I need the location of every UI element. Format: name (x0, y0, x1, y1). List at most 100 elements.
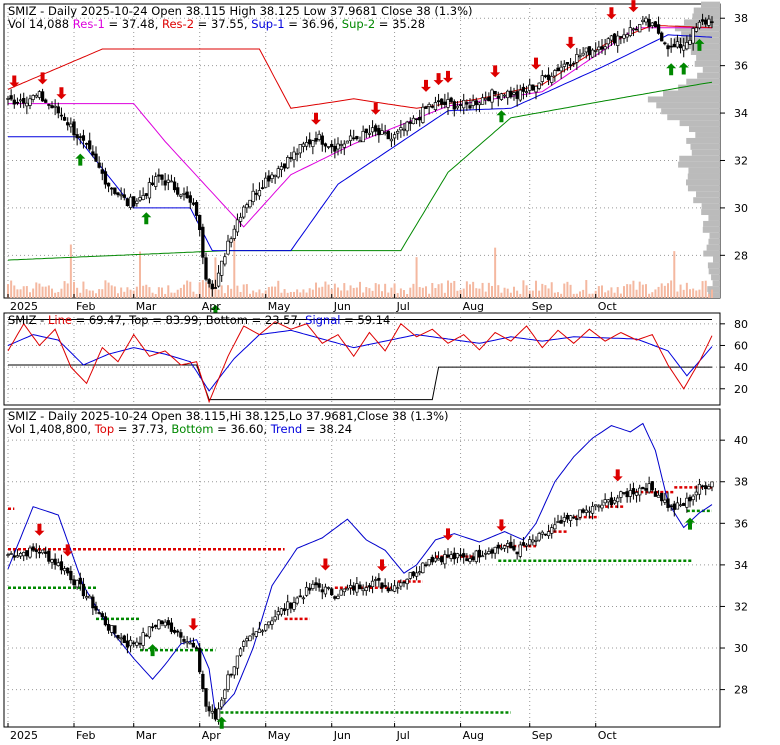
volume-bar (245, 284, 248, 298)
candle-body (81, 583, 86, 597)
sell-arrow (443, 70, 453, 83)
candle-body (477, 102, 482, 106)
candle-body (172, 181, 177, 191)
volume-bar (418, 287, 421, 298)
osc-signal-label: Signal (305, 313, 340, 327)
volume-bar (19, 289, 22, 298)
volume-profile-bar (693, 7, 720, 14)
volume-bar (415, 257, 418, 298)
volume-profile-bar (674, 37, 720, 44)
candle-body (408, 572, 412, 579)
price-grid (4, 4, 720, 298)
y-tick-label: 28 (734, 684, 748, 697)
candle-body (47, 104, 51, 106)
header-period: Daily (48, 4, 77, 18)
volume-bar (73, 281, 75, 298)
candle-body (125, 198, 130, 207)
volume-profile-bar (679, 155, 720, 162)
volume-bar (566, 281, 569, 298)
volume-bar (538, 290, 541, 298)
candle-body (458, 554, 463, 557)
candle-body (248, 635, 252, 642)
candle-body (528, 84, 532, 91)
buy-arrow (147, 644, 158, 657)
candle-body (399, 582, 403, 587)
volume-bar (660, 283, 663, 298)
candle-body (53, 558, 57, 565)
candle-body (449, 554, 453, 560)
candle-body (166, 179, 170, 183)
candle-body (138, 642, 142, 645)
volume-bar (645, 284, 647, 298)
y-tick-label: 28 (734, 249, 748, 262)
candle-body (660, 492, 664, 502)
candle-body (625, 34, 629, 38)
volume-bar (374, 283, 377, 298)
volume-bar (117, 293, 119, 298)
volume-profile-bar (697, 72, 720, 79)
candle-body (330, 588, 334, 596)
volume-bar (154, 293, 157, 298)
y-tick-label: 38 (734, 476, 748, 489)
volume-bar (409, 287, 412, 298)
candle-body (248, 199, 252, 208)
volume-bar (120, 287, 123, 298)
volume-profile-bar (678, 84, 720, 91)
trend-symbol: SMIZ (8, 409, 37, 423)
osc-eq: = (340, 313, 357, 327)
candle-body (675, 502, 680, 510)
candle-body (374, 125, 378, 132)
candle-body (691, 495, 695, 501)
sell-arrow (320, 558, 331, 571)
candle-body (257, 190, 262, 197)
y-tick-label: 40 (734, 361, 748, 374)
candle-body (389, 138, 394, 142)
candle-body (455, 105, 460, 109)
candle-body (122, 635, 126, 644)
volume-bar (478, 288, 481, 298)
candle-body (421, 562, 425, 574)
candle-body (254, 192, 258, 195)
volume-profile-bar (690, 143, 720, 150)
volume-profile-bar (688, 126, 720, 133)
x-tick-label: 2025 (10, 300, 38, 313)
oscillator-panel-header: SMIZ - Line = 69.47, Top = 83.99, Bottom… (8, 313, 390, 327)
volume-bar (412, 283, 415, 298)
candle-body (446, 99, 450, 108)
candle-body (411, 117, 416, 125)
price-panel-header: SMIZ - Daily 2025-10-24 Open 38.115 High… (8, 4, 473, 18)
trend-vol-label: Vol (8, 422, 25, 436)
candle-body (628, 27, 632, 36)
volume-profile-bar (647, 96, 720, 103)
volume-bar (327, 284, 330, 298)
candle-body (25, 550, 29, 557)
candle-body (612, 499, 617, 504)
volume-bar (487, 282, 490, 298)
candle-body (572, 516, 576, 519)
volume-bar (305, 292, 308, 298)
candle-body (480, 97, 485, 105)
candle-body (282, 163, 287, 169)
candle-body (226, 240, 230, 255)
volume-bar (32, 288, 35, 298)
header-open-label: Open (151, 4, 182, 18)
volume-bar (349, 285, 352, 298)
candle-body (631, 488, 636, 495)
candle-body (279, 608, 284, 615)
candle-body (308, 587, 312, 591)
candle-body (191, 202, 196, 205)
candle-body (88, 595, 92, 599)
volume-bar (707, 293, 710, 298)
candle-body (220, 260, 224, 276)
volume-bar (192, 291, 195, 298)
candle-body (179, 632, 183, 638)
candle-body (323, 143, 328, 147)
candle-body (31, 546, 35, 551)
candle-body (15, 555, 20, 558)
candle-body (600, 46, 604, 50)
volume-bar (393, 283, 396, 298)
sell-arrow (370, 102, 381, 115)
volume-bar (396, 293, 399, 298)
volume-bar (123, 291, 126, 298)
